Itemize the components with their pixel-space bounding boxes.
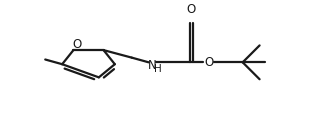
Text: O: O	[187, 3, 196, 16]
Text: O: O	[204, 56, 213, 69]
Text: N: N	[148, 59, 157, 72]
Text: O: O	[73, 38, 82, 51]
Text: H: H	[154, 64, 162, 74]
